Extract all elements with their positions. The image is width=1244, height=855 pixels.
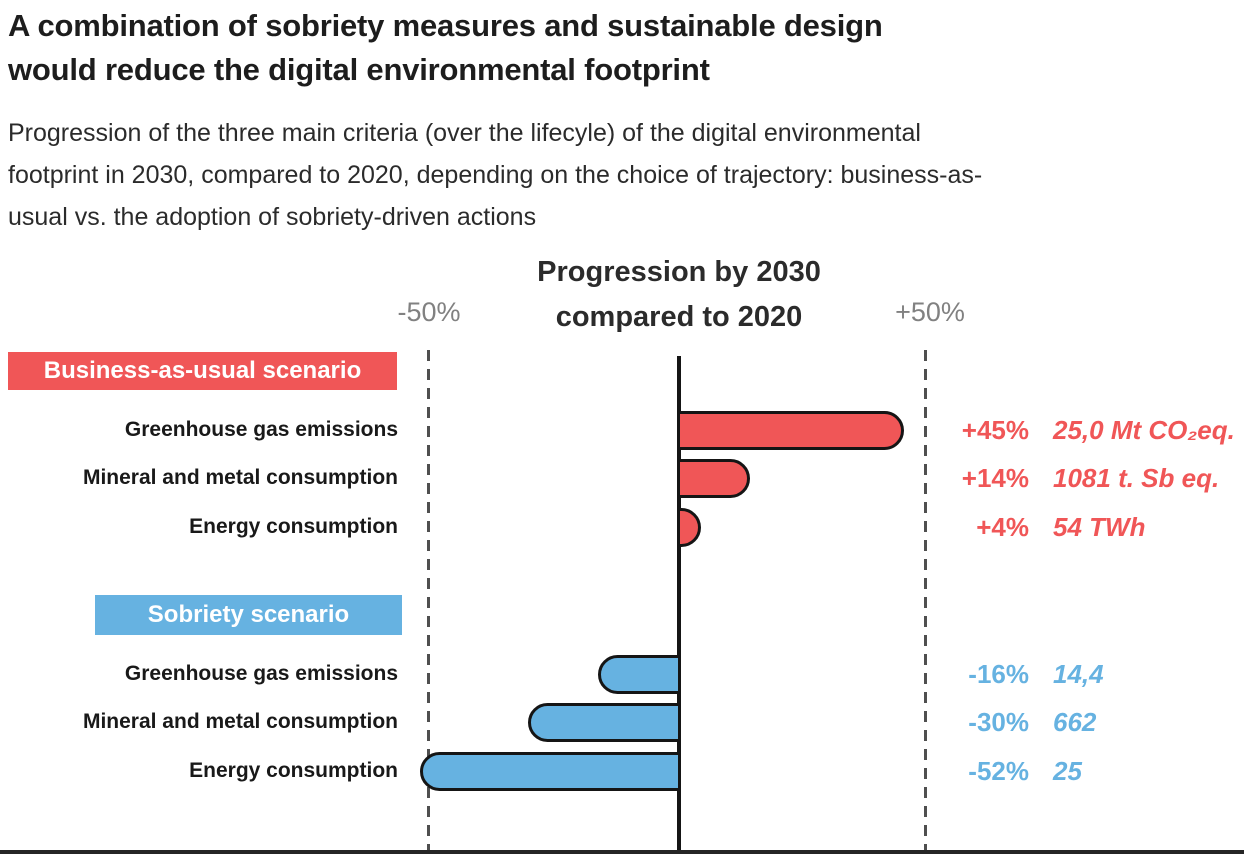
- value-sobriety-greenhouse: 14,4: [1053, 659, 1104, 689]
- bar-bau-greenhouse: [677, 411, 904, 450]
- axis-zero-line: [677, 356, 681, 850]
- bar-sobriety-minerals: [528, 703, 681, 742]
- axis-title-line1: Progression by 2030: [537, 256, 821, 288]
- pct-bau-energy: +4%: [976, 512, 1029, 542]
- row-label-bau-minerals: Mineral and metal consumption: [82, 466, 398, 489]
- pct-sobriety-greenhouse: -16%: [968, 659, 1029, 689]
- value-bau-energy: 54 TWh: [1053, 512, 1146, 542]
- axis-title: Progression by 2030 compared to 2020: [537, 250, 821, 340]
- bar-bau-energy: [677, 508, 701, 547]
- value-bau-greenhouse: 25,0 Mt CO₂eq.: [1053, 415, 1235, 445]
- pct-sobriety-energy: -52%: [968, 756, 1029, 786]
- axis-tick-minus50: -50%: [397, 297, 461, 327]
- row-label-bau-greenhouse: Greenhouse gas emissions: [124, 418, 398, 441]
- pct-bau-minerals: +14%: [961, 463, 1029, 493]
- bar-sobriety-greenhouse: [598, 655, 681, 694]
- page-subtitle-line1: Progression of the three main criteria (…: [8, 119, 921, 147]
- value-sobriety-minerals: 662: [1053, 707, 1097, 737]
- axis-title-line2: compared to 2020: [555, 301, 803, 333]
- legend-business-as-usual-scenario: Business-as-usual scenario: [8, 352, 397, 390]
- page-subtitle: Progression of the three main criteria (…: [8, 112, 982, 238]
- row-label-sobriety-greenhouse: Greenhouse gas emissions: [124, 662, 398, 685]
- value-bau-minerals: 1081 t. Sb eq.: [1053, 463, 1220, 493]
- page-subtitle-line2: footprint in 2030, compared to 2020, dep…: [8, 161, 983, 189]
- gridline-plus50: [924, 350, 927, 850]
- page-title-line1: A combination of sobriety measures and s…: [8, 8, 883, 43]
- bar-sobriety-energy: [420, 752, 681, 791]
- chart-bottom-border: [0, 850, 1244, 854]
- row-label-bau-energy: Energy consumption: [189, 515, 398, 538]
- bar-bau-minerals: [677, 459, 750, 498]
- page-title: A combination of sobriety measures and s…: [8, 4, 883, 92]
- page-title-line2: would reduce the digital environmental f…: [8, 52, 710, 87]
- row-label-sobriety-minerals: Mineral and metal consumption: [82, 710, 398, 733]
- row-label-sobriety-energy: Energy consumption: [189, 759, 398, 782]
- axis-tick-plus50: +50%: [895, 297, 965, 327]
- pct-bau-greenhouse: +45%: [961, 415, 1029, 445]
- legend-sobriety-scenario: Sobriety scenario: [95, 595, 402, 635]
- page-subtitle-line3: usual vs. the adoption of sobriety-drive…: [8, 203, 537, 231]
- value-sobriety-energy: 25: [1053, 756, 1082, 786]
- gridline-minus50: [427, 350, 430, 850]
- pct-sobriety-minerals: -30%: [968, 707, 1029, 737]
